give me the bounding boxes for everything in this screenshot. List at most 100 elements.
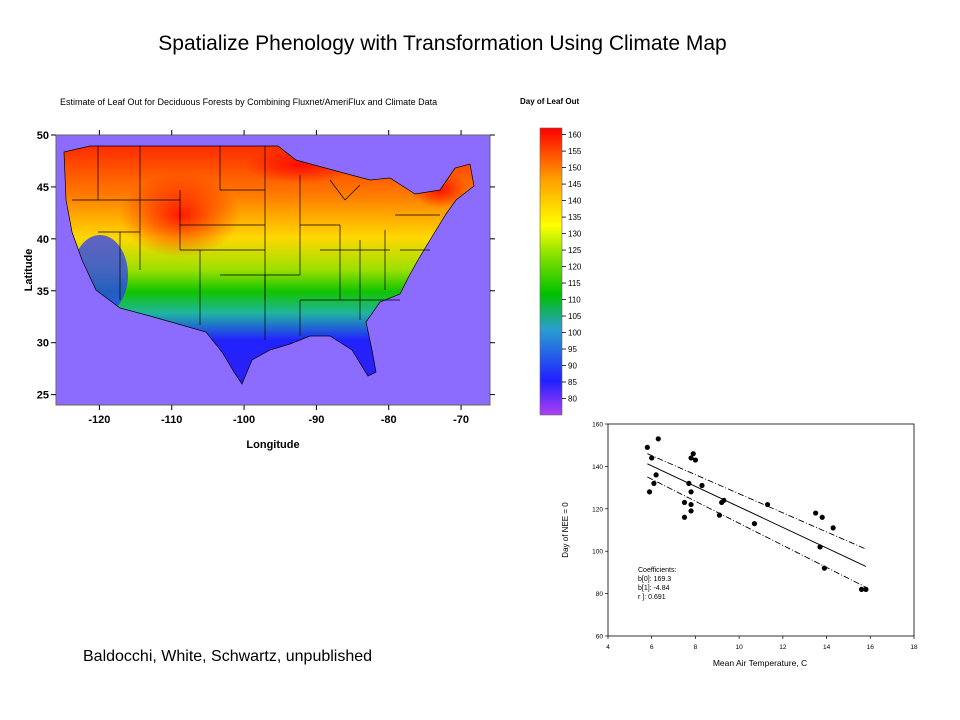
colorbar-title: Day of Leaf Out	[520, 97, 579, 106]
colorbar-tick-label: 120	[568, 263, 582, 272]
map-y-tick-label: 50	[37, 130, 49, 142]
colorbar-tick-label: 85	[568, 378, 577, 387]
map-y-tick-label: 25	[37, 390, 49, 402]
scatter-point	[651, 480, 657, 486]
scatter-point	[653, 472, 659, 478]
colorbar-tick-label: 140	[568, 197, 582, 206]
colorbar-tick-label: 155	[568, 147, 582, 156]
confidence-lower-line	[647, 476, 867, 588]
map-x-tick-label: -80	[381, 414, 397, 426]
scatter-x-tick-label: 16	[867, 644, 875, 651]
scatter-x-tick-label: 6	[650, 644, 654, 651]
scatter-point	[644, 444, 650, 450]
state-borders	[63, 145, 475, 385]
colorbar-tick-label: 130	[568, 230, 582, 239]
scatter-y-tick-label: 60	[596, 634, 604, 641]
scatter-x-label: Mean Air Temperature, C	[713, 658, 807, 668]
coefficients-box: Coefficients: b[0]: 169.3 b[1]: -4.84 r …	[638, 567, 676, 601]
coefficient-b0: b[0]: 169.3	[638, 576, 671, 583]
colorbar	[539, 127, 563, 416]
map-y-label: Latitude	[23, 249, 35, 292]
scatter-point	[686, 480, 692, 486]
map-y-axis: 50 45 40 35 30 25	[37, 130, 495, 402]
scatter-point	[688, 489, 694, 495]
map-x-tick-label: -70	[453, 414, 469, 426]
state-border-line	[264, 275, 301, 340]
colorbar-tick-label: 90	[568, 362, 577, 371]
colorbar-tick-label: 105	[568, 312, 582, 321]
colorbar-tick-label: 115	[568, 279, 581, 288]
confidence-upper-line	[647, 453, 867, 550]
scatter-point	[699, 482, 705, 489]
scatter-plot-area	[607, 423, 915, 637]
scatter-point	[655, 436, 661, 442]
scatter-point	[721, 497, 727, 503]
scatter-points	[644, 436, 869, 592]
colorbar-tick-label: 160	[568, 131, 582, 140]
map-y-tick-label: 40	[37, 234, 49, 246]
regression-lines	[647, 453, 867, 588]
colorbar-tick-label: 80	[568, 395, 577, 404]
coefficient-r: r ]: 0.691	[638, 594, 666, 601]
scatter-y-tick-label: 140	[592, 464, 603, 471]
colorbar-tick-label: 100	[568, 329, 582, 338]
scatter-point	[681, 514, 688, 520]
colorbar-tick-label: 125	[568, 246, 582, 255]
scatter-x-tick-label: 4	[606, 644, 610, 651]
scatter-point	[830, 525, 836, 531]
scatter-point	[688, 455, 694, 461]
scatter-point	[819, 514, 825, 520]
state-border-line	[329, 179, 440, 251]
map-x-tick-label: -90	[308, 414, 324, 426]
colorbar-tick-label: 145	[568, 180, 582, 189]
scatter-x-tick-label: 18	[910, 644, 918, 651]
scatter-y-tick-label: 80	[596, 591, 604, 598]
scatter-y-label: Day of NEE = 0	[561, 502, 570, 558]
scatter-y-tick-label: 120	[592, 506, 603, 513]
scatter-point	[690, 451, 696, 457]
scatter-point	[646, 489, 653, 495]
credit-text: Baldocchi, White, Schwartz, unpublished	[83, 648, 373, 665]
regression-line	[647, 463, 867, 567]
map-frame	[55, 134, 491, 406]
map-x-label: Longitude	[246, 439, 299, 451]
scatter-point	[716, 512, 723, 518]
state-border-line	[72, 146, 181, 300]
colorbar-ticks: 160 155 150 145 140 135 130 125 120 115 110 105 100 9…	[562, 131, 582, 404]
scatter-point	[688, 508, 694, 514]
scatter-x-tick-label: 8	[694, 644, 698, 651]
coefficients-heading: Coefficients:	[638, 567, 676, 574]
scatter-point	[863, 586, 869, 592]
map-y-tick-label: 45	[37, 182, 49, 194]
colorbar-tick-label: 110	[568, 296, 581, 305]
scatter-point	[821, 565, 827, 571]
map-x-axis: -120 -110 -100 -90 -80 -70	[88, 130, 469, 426]
scatter-point	[858, 586, 865, 592]
colorbar-tick-label: 135	[568, 213, 582, 222]
colorbar-tick-label: 150	[568, 164, 582, 173]
coefficient-b1: b[1]: -4.84	[638, 585, 670, 592]
scatter-x-axis: 4 6 8 10 12 14 16 18	[606, 636, 918, 651]
state-border-line	[180, 146, 300, 325]
scatter-point	[692, 457, 699, 463]
scatter-y-tick-label: 160	[592, 422, 603, 429]
scatter-point	[681, 499, 688, 506]
map-x-tick-label: -120	[88, 414, 110, 426]
scatter-x-tick-label: 14	[823, 644, 831, 651]
scatter-x-tick-label: 12	[779, 644, 787, 651]
map-y-tick-label: 35	[37, 286, 49, 298]
scatter-point	[751, 521, 758, 527]
scatter-point	[817, 544, 823, 550]
state-border-line	[299, 175, 400, 320]
scatter-point	[813, 510, 819, 516]
scatter-point	[764, 501, 771, 508]
scatter-point	[688, 501, 694, 508]
map-x-tick-label: -110	[161, 414, 182, 426]
map-title: Estimate of Leaf Out for Deciduous Fores…	[60, 97, 437, 107]
state-border-line	[63, 145, 475, 385]
scatter-x-tick-label: 10	[736, 644, 744, 651]
colorbar-tick-label: 95	[568, 345, 577, 354]
page-title: Spatialize Phenology with Transformation…	[158, 32, 727, 55]
scatter-point	[649, 455, 655, 461]
